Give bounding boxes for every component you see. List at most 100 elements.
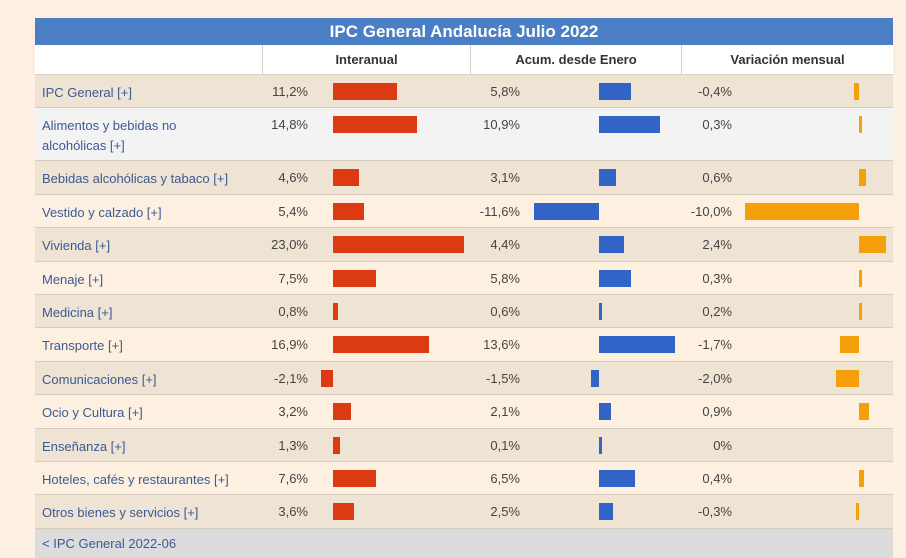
interanual-bar xyxy=(333,403,352,421)
mensual-value: 0,9% xyxy=(702,404,732,420)
category-link[interactable]: Alimentos y bebidas no alcohólicas [+] xyxy=(42,118,177,154)
interanual-bar xyxy=(321,369,333,387)
mensual-bar xyxy=(859,236,887,254)
mensual-value: 2,4% xyxy=(702,237,732,253)
interanual-bar xyxy=(333,202,364,220)
interanual-value: 4,6% xyxy=(278,170,308,186)
mensual-bar xyxy=(836,369,859,387)
mensual-value: 0% xyxy=(713,437,732,453)
acumulado-bar xyxy=(599,302,603,320)
acumulado-bar xyxy=(599,436,602,454)
table-row: Hoteles, cafés y restaurantes [+] 7,6% 6,5… xyxy=(35,461,893,496)
interanual-bar xyxy=(333,83,397,100)
acumulado-bar xyxy=(599,469,636,487)
mensual-value: -1,7% xyxy=(698,337,732,353)
category-link[interactable]: Menaje [+] xyxy=(42,271,104,287)
table-row: Bebidas alcohólicas y tabaco [+] 4,6% 3,1%… xyxy=(35,161,893,195)
mensual-bar xyxy=(859,269,863,287)
mensual-bar xyxy=(859,469,864,487)
category-link[interactable]: Bebidas alcohólicas y tabaco [+] xyxy=(42,171,229,187)
acumulado-value: 3,1% xyxy=(490,170,520,186)
acumulado-bar xyxy=(590,369,599,387)
table-header: Interanual Acum. desde Enero Variación m… xyxy=(35,45,893,75)
mensual-value: 0,3% xyxy=(702,117,732,133)
interanual-value: 14,8% xyxy=(271,117,308,133)
interanual-value: 23,0% xyxy=(271,237,308,253)
category-link[interactable]: Vivienda [+] xyxy=(42,238,111,254)
mensual-bar xyxy=(859,116,863,134)
mensual-value: -10,0% xyxy=(690,203,732,219)
interanual-value: -2,1% xyxy=(274,370,308,386)
table-row: Vestido y calzado [+] 5,4% -11,6% -10,0% xyxy=(35,194,893,229)
acumulado-value: 2,5% xyxy=(490,504,520,520)
acumulado-bar xyxy=(599,116,661,134)
category-link[interactable]: Vestido y calzado [+] xyxy=(42,204,162,220)
interanual-value: 3,6% xyxy=(278,504,308,520)
acumulado-bar xyxy=(599,403,611,421)
table-row: Menaje [+] 7,5% 5,8% 0,3% xyxy=(35,261,893,295)
category-link[interactable]: Ocio y Cultura [+] xyxy=(42,405,143,421)
acumulado-value: -1,5% xyxy=(486,370,520,386)
acumulado-value: 0,6% xyxy=(490,303,520,319)
category-link[interactable]: Transporte [+] xyxy=(42,338,123,354)
mensual-value: 0,4% xyxy=(702,470,732,486)
interanual-bar xyxy=(333,116,418,134)
acumulado-value: 2,1% xyxy=(490,404,520,420)
previous-month-link[interactable]: < IPC General 2022-06 xyxy=(35,528,893,558)
acumulado-bar xyxy=(599,503,613,521)
interanual-bar xyxy=(333,302,338,320)
interanual-bar xyxy=(333,336,430,354)
table-row: Ocio y Cultura [+] 3,2% 2,1% 0,9% xyxy=(35,395,893,429)
acumulado-bar xyxy=(599,83,632,100)
acumulado-value: 5,8% xyxy=(490,84,520,99)
table-row: Alimentos y bebidas no alcohólicas [+] 14… xyxy=(35,108,893,162)
category-link[interactable]: Otros bienes y servicios [+] xyxy=(42,505,199,521)
table-row: Medicina [+] 0,8% 0,6% 0,2% xyxy=(35,294,893,329)
header-acumulado: Acum. desde Enero xyxy=(470,45,681,74)
table-title: IPC General Andalucía Julio 2022 xyxy=(35,18,893,45)
acumulado-value: 10,9% xyxy=(483,117,520,133)
acumulado-bar xyxy=(599,336,676,354)
mensual-bar xyxy=(839,336,859,354)
table-body: IPC General [+] 11,2% 5,8% -0,4% Alimentos y… xyxy=(35,75,893,529)
mensual-bar xyxy=(859,302,862,320)
header-mensual: Variación mensual xyxy=(681,45,893,74)
acumulado-value: 4,4% xyxy=(490,237,520,253)
mensual-bar xyxy=(859,403,870,421)
mensual-value: -0,3% xyxy=(698,504,732,520)
interanual-bar xyxy=(333,436,341,454)
table-row: IPC General [+] 11,2% 5,8% -0,4% xyxy=(35,75,893,109)
interanual-value: 7,6% xyxy=(278,470,308,486)
table-row: Transporte [+] 16,9% 13,6% -1,7% xyxy=(35,328,893,362)
acumulado-bar xyxy=(599,236,624,254)
header-interanual: Interanual xyxy=(262,45,470,74)
category-link[interactable]: Enseñanza [+] xyxy=(42,438,126,454)
table-row: Comunicaciones [+] -2,1% -1,5% -2,0% xyxy=(35,361,893,396)
acumulado-bar xyxy=(534,202,599,220)
interanual-value: 3,2% xyxy=(278,404,308,420)
acumulado-value: 0,1% xyxy=(490,437,520,453)
mensual-bar xyxy=(859,169,866,187)
mensual-bar xyxy=(855,503,859,521)
table-row: Enseñanza [+] 1,3% 0,1% 0% xyxy=(35,428,893,462)
ipc-table: IPC General Andalucía Julio 2022 Interan… xyxy=(35,18,893,558)
interanual-bar xyxy=(333,236,465,254)
acumulado-bar xyxy=(599,169,617,187)
interanual-value: 1,3% xyxy=(278,437,308,453)
interanual-bar xyxy=(333,169,360,187)
acumulado-value: 13,6% xyxy=(483,337,520,353)
category-link[interactable]: Medicina [+] xyxy=(42,304,113,320)
category-link[interactable]: Comunicaciones [+] xyxy=(42,371,157,387)
mensual-bar xyxy=(745,202,859,220)
interanual-bar xyxy=(333,269,376,287)
interanual-value: 7,5% xyxy=(278,270,308,286)
mensual-value: 0,2% xyxy=(702,303,732,319)
table-row: Vivienda [+] 23,0% 4,4% 2,4% xyxy=(35,228,893,262)
interanual-value: 16,9% xyxy=(271,337,308,353)
mensual-value: 0,3% xyxy=(702,270,732,286)
category-link[interactable]: Hoteles, cafés y restaurantes [+] xyxy=(42,471,229,487)
category-link[interactable]: IPC General [+] xyxy=(42,85,132,100)
acumulado-value: 6,5% xyxy=(490,470,520,486)
interanual-bar xyxy=(333,503,354,521)
mensual-value: -0,4% xyxy=(698,84,732,99)
